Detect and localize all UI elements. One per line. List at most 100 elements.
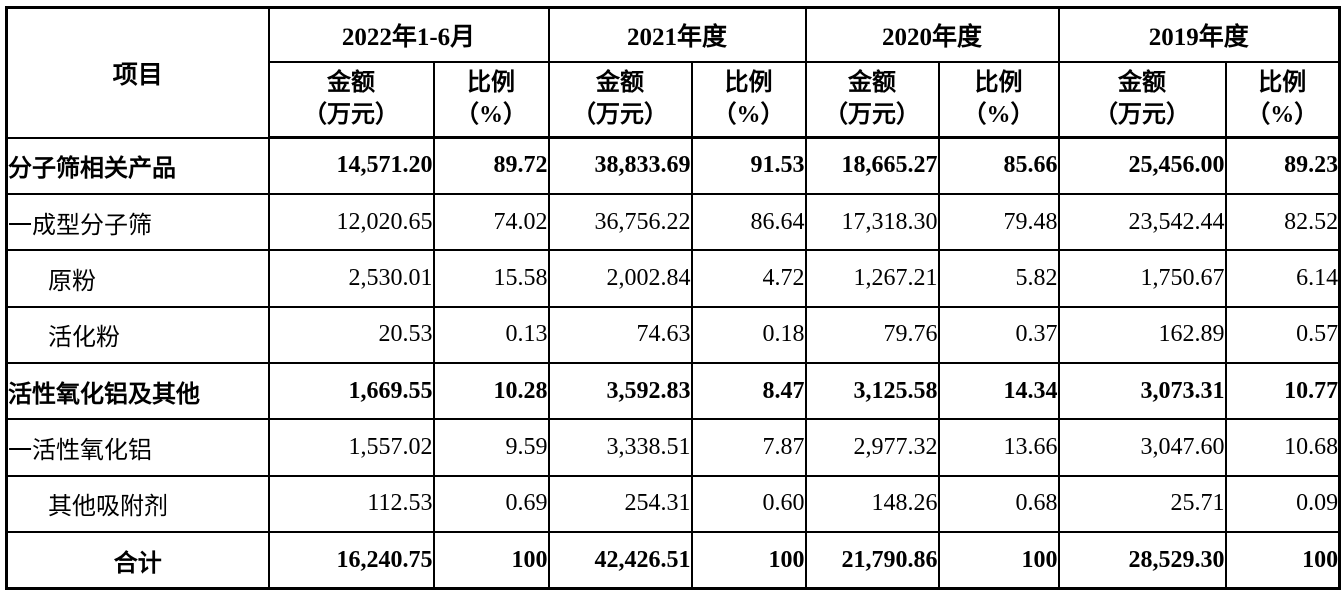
amount-cell: 79.76 (804, 305, 940, 365)
amount-cell: 38,833.69 (547, 136, 693, 195)
ratio-cell: 100 (432, 531, 550, 590)
ratio-cell: 0.37 (937, 305, 1060, 365)
table-row: 活化粉 20.53 0.13 74.63 0.18 79.76 0.37 162.89 0.57 (5, 305, 1341, 365)
ratio-cell: 79.48 (937, 192, 1060, 252)
table-row: 分子筛相关产品 14,571.20 89.72 38,833.69 91.53 18,66… (5, 136, 1341, 195)
ratio-cell: 7.87 (690, 418, 807, 477)
ratio-cell: 89.72 (432, 136, 550, 195)
table-row: 活性氧化铝及其他 1,669.55 10.28 3,592.83 8.47 3,125.5… (5, 361, 1341, 421)
header-row-periods: 项目 2022年1-6月 2021年度 2020年度 2019年度 (5, 6, 1341, 139)
table-row: 其他吸附剂 112.53 0.69 254.31 0.60 148.26 0.68 25.71… (5, 474, 1341, 534)
ratio-cell: 6.14 (1224, 249, 1341, 308)
header-item-column: 项目 (5, 6, 270, 139)
amount-cell: 3,125.58 (804, 361, 940, 421)
header-ratio-2021: 比例 （%） (690, 60, 807, 139)
header-period-2020: 2020年度 (804, 6, 1060, 63)
header-amount-2022h1: 金额 （万元） (267, 60, 435, 139)
amount-cell: 3,592.83 (547, 361, 693, 421)
ratio-cell: 86.64 (690, 192, 807, 252)
table-header: 项目 2022年1-6月 2021年度 2020年度 2019年度 金额 （万元… (5, 6, 1341, 139)
amount-label: 金额 (596, 69, 645, 96)
amount-unit: （万元） (572, 102, 669, 129)
ratio-unit: （%） (1246, 102, 1319, 129)
product-revenue-table: 项目 2022年1-6月 2021年度 2020年度 2019年度 金额 （万元… (5, 6, 1341, 590)
ratio-cell: 10.28 (432, 361, 550, 421)
amount-cell: 1,750.67 (1057, 249, 1227, 308)
ratio-cell: 100 (690, 531, 807, 590)
row-label: 一活性氧化铝 (5, 418, 270, 477)
amount-cell: 28,529.30 (1057, 531, 1227, 590)
amount-cell: 2,530.01 (267, 249, 435, 308)
row-label: 其他吸附剂 (5, 474, 270, 534)
amount-cell: 36,756.22 (547, 192, 693, 252)
amount-cell: 148.26 (804, 474, 940, 534)
amount-cell: 42,426.51 (547, 531, 693, 590)
ratio-cell: 5.82 (937, 249, 1060, 308)
amount-cell: 2,977.32 (804, 418, 940, 477)
ratio-cell: 74.02 (432, 192, 550, 252)
ratio-unit: （%） (712, 102, 785, 129)
ratio-cell: 0.18 (690, 305, 807, 365)
amount-cell: 74.63 (547, 305, 693, 365)
ratio-cell: 0.57 (1224, 305, 1341, 365)
amount-cell: 18,665.27 (804, 136, 940, 195)
amount-cell: 2,002.84 (547, 249, 693, 308)
amount-cell: 112.53 (267, 474, 435, 534)
amount-unit: （万元） (1094, 102, 1191, 129)
row-label: 原粉 (5, 249, 270, 308)
ratio-unit: （%） (455, 102, 527, 129)
ratio-cell: 0.69 (432, 474, 550, 534)
amount-cell: 16,240.75 (267, 531, 435, 590)
ratio-cell: 0.68 (937, 474, 1060, 534)
amount-cell: 162.89 (1057, 305, 1227, 365)
ratio-cell: 8.47 (690, 361, 807, 421)
ratio-cell: 4.72 (690, 249, 807, 308)
amount-cell: 1,557.02 (267, 418, 435, 477)
ratio-label: 比例 (724, 69, 773, 96)
header-amount-2021: 金额 （万元） (547, 60, 693, 139)
table-row: 原粉 2,530.01 15.58 2,002.84 4.72 1,267.21 5.82 1… (5, 249, 1341, 308)
amount-label: 金额 (1118, 69, 1167, 96)
ratio-cell: 10.77 (1224, 361, 1341, 421)
table-body: 分子筛相关产品 14,571.20 89.72 38,833.69 91.53 18,66… (5, 136, 1341, 590)
amount-unit: （万元） (824, 102, 921, 129)
ratio-cell: 91.53 (690, 136, 807, 195)
row-label: 分子筛相关产品 (5, 136, 270, 195)
header-period-2019: 2019年度 (1057, 6, 1341, 63)
ratio-cell: 89.23 (1224, 136, 1341, 195)
ratio-unit: （%） (962, 102, 1035, 129)
ratio-cell: 9.59 (432, 418, 550, 477)
row-label: 合计 (5, 531, 270, 590)
amount-cell: 25.71 (1057, 474, 1227, 534)
amount-cell: 12,020.65 (267, 192, 435, 252)
amount-cell: 17,318.30 (804, 192, 940, 252)
ratio-label: 比例 (467, 69, 515, 96)
ratio-cell: 85.66 (937, 136, 1060, 195)
ratio-cell: 14.34 (937, 361, 1060, 421)
amount-cell: 23,542.44 (1057, 192, 1227, 252)
amount-label: 金额 (848, 69, 897, 96)
header-period-2022h1: 2022年1-6月 (267, 6, 550, 63)
ratio-cell: 82.52 (1224, 192, 1341, 252)
amount-cell: 3,338.51 (547, 418, 693, 477)
ratio-cell: 0.60 (690, 474, 807, 534)
header-ratio-2020: 比例 （%） (937, 60, 1060, 139)
amount-cell: 254.31 (547, 474, 693, 534)
amount-cell: 1,669.55 (267, 361, 435, 421)
amount-cell: 3,047.60 (1057, 418, 1227, 477)
ratio-cell: 100 (937, 531, 1060, 590)
amount-unit: （万元） (303, 102, 399, 129)
header-amount-2019: 金额 （万元） (1057, 60, 1227, 139)
amount-cell: 21,790.86 (804, 531, 940, 590)
amount-cell: 1,267.21 (804, 249, 940, 308)
amount-label: 金额 (327, 69, 375, 96)
row-label: 一成型分子筛 (5, 192, 270, 252)
ratio-cell: 10.68 (1224, 418, 1341, 477)
ratio-label: 比例 (1258, 69, 1307, 96)
header-amount-2020: 金额 （万元） (804, 60, 940, 139)
ratio-cell: 0.13 (432, 305, 550, 365)
amount-cell: 14,571.20 (267, 136, 435, 195)
table-row: 一活性氧化铝 1,557.02 9.59 3,338.51 7.87 2,977.32 13… (5, 418, 1341, 477)
ratio-cell: 0.09 (1224, 474, 1341, 534)
